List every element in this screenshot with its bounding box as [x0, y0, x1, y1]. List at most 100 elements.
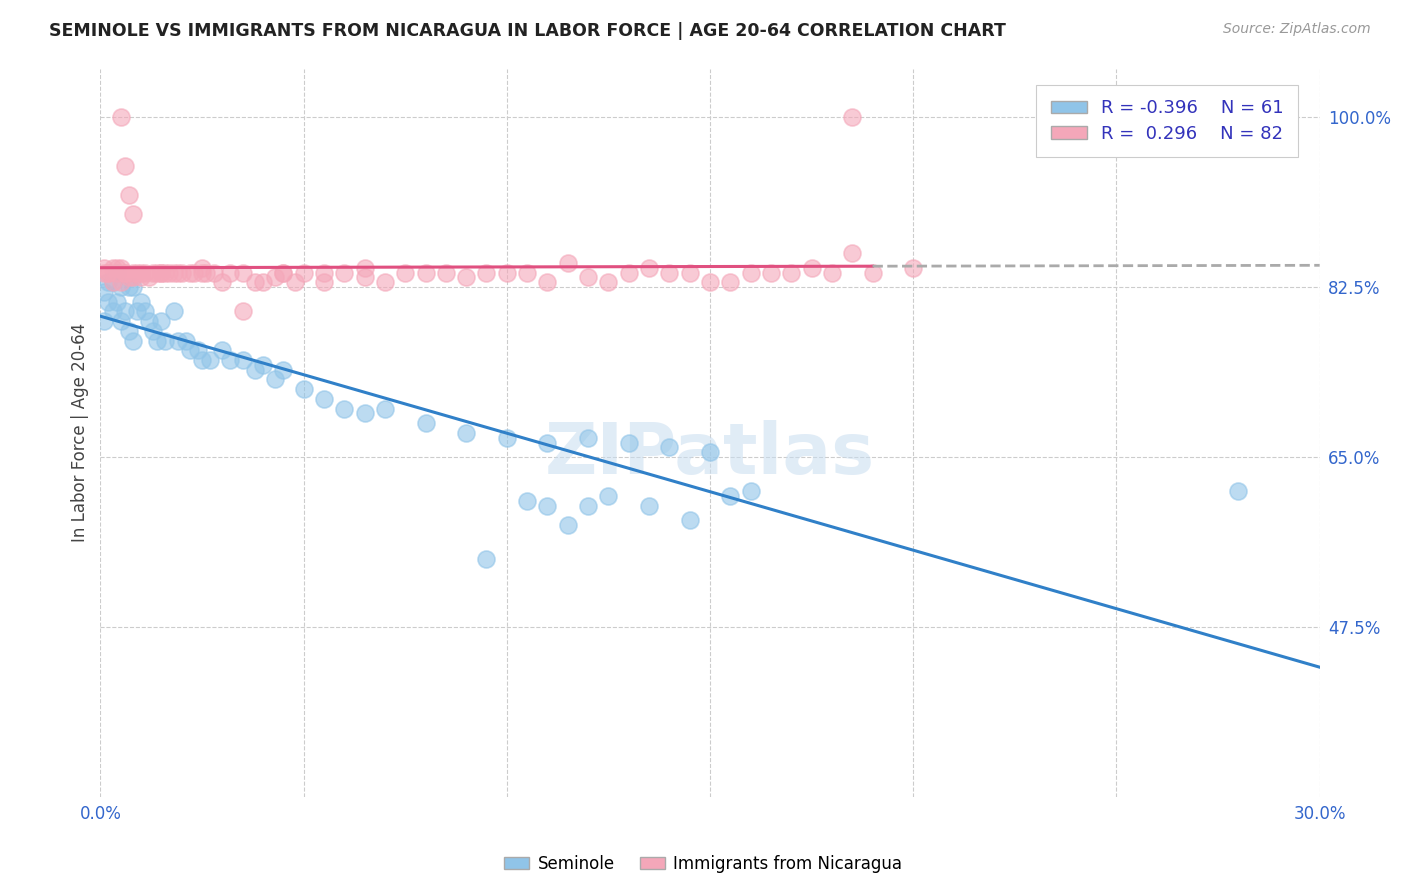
Point: [475, 552, 498, 566]
Point: [536, 435, 558, 450]
Point: [129, 294, 152, 309]
Point: [191, 260, 214, 275]
Point: [475, 266, 498, 280]
Point: [93, 266, 115, 280]
Point: [219, 353, 242, 368]
Point: [211, 343, 233, 358]
Point: [110, 275, 132, 289]
Point: [105, 266, 128, 280]
Point: [187, 343, 209, 358]
Point: [146, 334, 169, 348]
Point: [198, 353, 221, 368]
Point: [125, 304, 148, 318]
Point: [617, 435, 640, 450]
Point: [114, 266, 136, 280]
Point: [557, 518, 579, 533]
Point: [516, 493, 538, 508]
Point: [264, 270, 287, 285]
Point: [202, 266, 225, 280]
Point: [166, 334, 188, 348]
Point: [658, 441, 681, 455]
Point: [129, 270, 152, 285]
Point: [718, 489, 741, 503]
Point: [536, 275, 558, 289]
Point: [105, 294, 128, 309]
Point: [105, 266, 128, 280]
Point: [862, 266, 884, 280]
Point: [759, 266, 782, 280]
Point: [183, 266, 205, 280]
Point: [598, 275, 620, 289]
Point: [252, 275, 274, 289]
Point: [110, 280, 132, 294]
Point: [292, 266, 315, 280]
Point: [617, 266, 640, 280]
Point: [191, 266, 214, 280]
Point: [129, 266, 152, 280]
Point: [110, 314, 132, 328]
Point: [740, 266, 762, 280]
Point: [638, 260, 661, 275]
Text: ZIPatlas: ZIPatlas: [546, 420, 875, 489]
Point: [138, 314, 160, 328]
Point: [93, 260, 115, 275]
Point: [174, 334, 197, 348]
Text: Source: ZipAtlas.com: Source: ZipAtlas.com: [1223, 22, 1371, 37]
Point: [97, 266, 120, 280]
Point: [114, 159, 136, 173]
Point: [598, 489, 620, 503]
Point: [121, 266, 143, 280]
Point: [292, 382, 315, 396]
Point: [110, 110, 132, 124]
Point: [333, 401, 356, 416]
Point: [415, 266, 437, 280]
Point: [155, 266, 177, 280]
Point: [232, 304, 254, 318]
Point: [718, 275, 741, 289]
Point: [121, 280, 143, 294]
Point: [101, 304, 124, 318]
Point: [841, 246, 863, 260]
Point: [232, 353, 254, 368]
Point: [576, 270, 599, 285]
Point: [219, 266, 242, 280]
Point: [271, 266, 294, 280]
Point: [118, 280, 141, 294]
Point: [97, 266, 120, 280]
Point: [679, 266, 702, 280]
Point: [179, 343, 201, 358]
Point: [699, 445, 721, 459]
Point: [456, 270, 478, 285]
Point: [121, 270, 143, 285]
Point: [142, 266, 165, 280]
Point: [353, 260, 375, 275]
Point: [170, 266, 193, 280]
Point: [118, 270, 141, 285]
Point: [374, 401, 396, 416]
Y-axis label: In Labor Force | Age 20-64: In Labor Force | Age 20-64: [72, 323, 89, 542]
Point: [211, 275, 233, 289]
Point: [195, 266, 218, 280]
Point: [121, 207, 143, 221]
Point: [150, 266, 173, 280]
Point: [780, 266, 803, 280]
Point: [101, 275, 124, 289]
Point: [495, 431, 517, 445]
Point: [93, 285, 115, 299]
Point: [658, 266, 681, 280]
Point: [97, 294, 120, 309]
Point: [93, 314, 115, 328]
Point: [114, 304, 136, 318]
Point: [821, 266, 844, 280]
Point: [243, 275, 266, 289]
Point: [394, 266, 416, 280]
Point: [841, 110, 863, 124]
Point: [159, 266, 181, 280]
Point: [415, 416, 437, 430]
Text: SEMINOLE VS IMMIGRANTS FROM NICARAGUA IN LABOR FORCE | AGE 20-64 CORRELATION CHA: SEMINOLE VS IMMIGRANTS FROM NICARAGUA IN…: [49, 22, 1007, 40]
Point: [166, 266, 188, 280]
Point: [155, 334, 177, 348]
Point: [252, 358, 274, 372]
Point: [146, 266, 169, 280]
Point: [800, 260, 823, 275]
